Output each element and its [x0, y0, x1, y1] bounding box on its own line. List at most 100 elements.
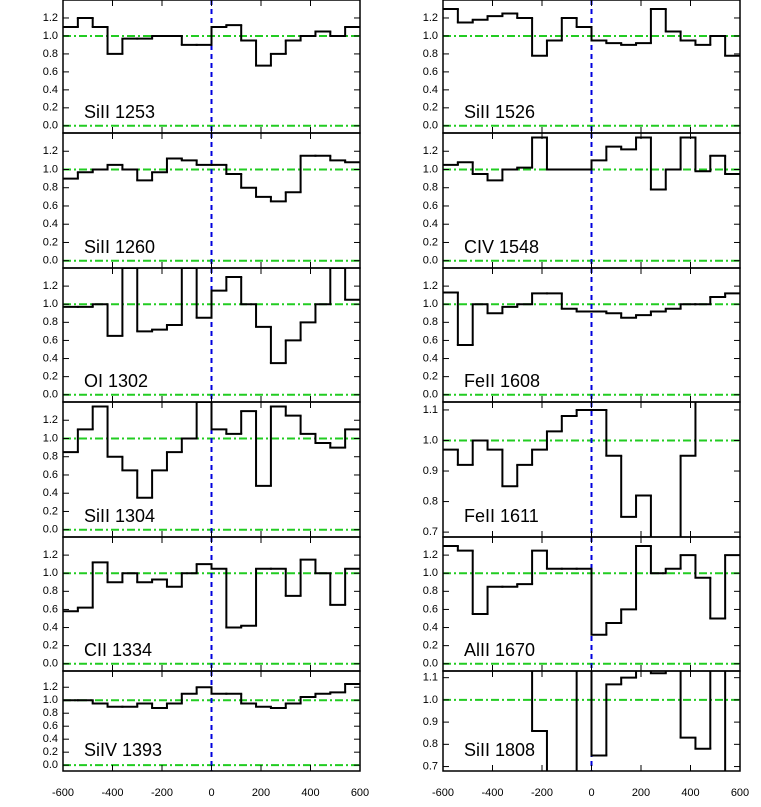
y-tick-label: 1.2 [43, 549, 58, 561]
y-tick-label: 1.2 [43, 414, 58, 426]
y-tick-label: 0.4 [423, 218, 438, 230]
x-tick-label: -400 [101, 787, 123, 799]
y-tick-label: 0.4 [423, 621, 438, 633]
y-tick-label: 0.4 [423, 352, 438, 364]
panel-label: CIV 1548 [464, 237, 539, 257]
x-tick-label: -600 [432, 787, 454, 799]
x-tick-label: 600 [351, 787, 369, 799]
y-tick-label: 1.0 [43, 694, 58, 706]
x-tick-label: -600 [52, 787, 74, 799]
y-tick-label: 1.0 [423, 434, 438, 446]
y-tick-label: 0.2 [423, 236, 438, 248]
y-tick-label: 0.8 [43, 182, 58, 194]
panel [443, 268, 740, 402]
y-tick-label: 0.8 [43, 585, 58, 597]
y-tick-label: 0.8 [43, 707, 58, 719]
y-tick-label: 0.8 [43, 48, 58, 60]
y-tick-label: 0.7 [423, 760, 438, 772]
y-tick-label: 1.0 [423, 298, 438, 310]
y-tick-label: 0.7 [423, 526, 438, 538]
panel-label: SiII 1304 [84, 506, 155, 526]
y-tick-label: 0.0 [423, 658, 438, 670]
panel-label: SiII 1253 [84, 102, 155, 122]
y-tick-label: 0.4 [43, 487, 58, 499]
y-tick-label: 0.2 [43, 505, 58, 517]
panel-label: FeII 1608 [464, 371, 540, 391]
y-tick-label: 1.0 [423, 30, 438, 42]
y-tick-label: 0.8 [43, 316, 58, 328]
x-tick-label: 0 [208, 787, 214, 799]
y-tick-label: 0.6 [43, 603, 58, 615]
y-tick-label: 1.0 [43, 30, 58, 42]
y-tick-label: 1.2 [423, 12, 438, 24]
y-tick-label: 0.0 [43, 120, 58, 132]
panel [443, 402, 740, 537]
y-tick-label: 0.6 [423, 603, 438, 615]
panel [63, 133, 360, 268]
panel [443, 133, 740, 268]
x-tick-label: 600 [731, 787, 749, 799]
panel-label: SiII 1260 [84, 237, 155, 257]
y-tick-label: 0.6 [423, 66, 438, 78]
y-tick-label: 0.4 [43, 218, 58, 230]
y-tick-label: 0.8 [423, 316, 438, 328]
y-tick-label: 1.2 [43, 12, 58, 24]
y-tick-label: 1.0 [43, 298, 58, 310]
panel [63, 0, 360, 133]
panel-label: SiII 1808 [464, 740, 535, 760]
y-tick-label: 0.8 [423, 182, 438, 194]
y-tick-label: 0.2 [43, 371, 58, 383]
y-tick-label: 0.0 [43, 389, 58, 401]
y-tick-label: 0.8 [423, 738, 438, 750]
y-tick-label: 0.4 [423, 84, 438, 96]
y-tick-label: 1.0 [423, 163, 438, 175]
y-tick-label: 0.6 [43, 334, 58, 346]
x-tick-label: 400 [301, 787, 319, 799]
x-tick-label: 200 [632, 787, 650, 799]
panel [63, 402, 360, 537]
panel-label: AlII 1670 [464, 640, 535, 660]
y-tick-label: 0.9 [423, 716, 438, 728]
x-tick-label: -200 [531, 787, 553, 799]
panel [443, 0, 740, 133]
panel-label: OI 1302 [84, 371, 148, 391]
y-tick-label: 0.2 [423, 640, 438, 652]
y-tick-label: 1.2 [43, 280, 58, 292]
y-tick-label: 0.6 [43, 200, 58, 212]
panel-label: FeII 1611 [464, 506, 539, 526]
panel [63, 268, 360, 402]
panel-label: SiII 1526 [464, 102, 535, 122]
y-tick-label: 0.0 [43, 255, 58, 267]
y-tick-label: 1.0 [43, 432, 58, 444]
y-tick-label: 0.0 [43, 658, 58, 670]
y-tick-label: 0.6 [43, 66, 58, 78]
y-tick-label: 1.0 [423, 567, 438, 579]
y-tick-label: 0.6 [43, 469, 58, 481]
x-tick-label: 200 [252, 787, 270, 799]
y-tick-label: 1.2 [423, 145, 438, 157]
panel [443, 671, 740, 771]
y-tick-label: 0.6 [423, 200, 438, 212]
y-tick-label: 0.4 [43, 733, 58, 745]
y-tick-label: 0.0 [43, 759, 58, 771]
y-tick-label: 0.8 [423, 585, 438, 597]
y-tick-label: 1.1 [423, 404, 438, 416]
y-tick-label: 0.2 [43, 640, 58, 652]
y-tick-label: 0.8 [423, 495, 438, 507]
y-tick-label: 1.0 [423, 694, 438, 706]
y-tick-label: 0.0 [423, 120, 438, 132]
y-tick-label: 0.9 [423, 465, 438, 477]
y-tick-label: 0.8 [43, 451, 58, 463]
y-tick-label: 0.4 [43, 352, 58, 364]
y-tick-label: 1.2 [423, 549, 438, 561]
panel-label: CII 1334 [84, 640, 152, 660]
y-tick-label: 1.0 [43, 163, 58, 175]
y-tick-label: 0.2 [43, 746, 58, 758]
y-tick-label: 0.0 [423, 389, 438, 401]
y-tick-label: 0.8 [423, 48, 438, 60]
x-tick-label: 400 [681, 787, 699, 799]
y-tick-label: 0.4 [43, 84, 58, 96]
y-tick-label: 0.2 [423, 371, 438, 383]
panel-label: SiIV 1393 [84, 740, 162, 760]
